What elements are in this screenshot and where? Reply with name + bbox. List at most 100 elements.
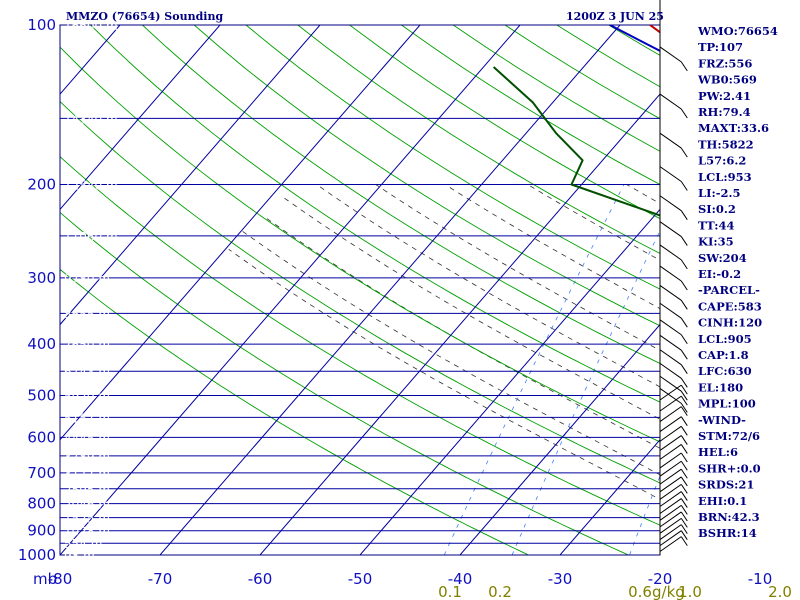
sounding-index: BRN:42.3 <box>698 510 760 524</box>
wind-barb <box>659 384 682 401</box>
wind-barb-flag <box>680 280 688 291</box>
height-label: 3177 m <box>64 467 110 481</box>
sounding-index: WMO:76654 <box>697 24 778 38</box>
wind-barb <box>659 476 682 493</box>
wind-barb <box>659 195 682 212</box>
height-label: 2046 m <box>64 498 110 512</box>
height-label: 14340 m <box>64 112 118 126</box>
wind-barb-flag <box>680 491 688 501</box>
wind-barb-flag <box>680 484 688 494</box>
wind-barb <box>659 395 682 412</box>
wind-barb <box>659 452 682 469</box>
wind-barb-flag <box>680 511 688 522</box>
isobars <box>59 24 661 556</box>
isotherm-line <box>559 439 660 555</box>
wind-barb <box>659 46 682 63</box>
pressure-tick-label: 400 <box>27 335 56 353</box>
mixing-ratio-lines <box>443 184 660 555</box>
wind-barb <box>659 435 682 451</box>
sounding-index: LCL:905 <box>698 332 752 346</box>
wind-barb-flag <box>680 259 688 270</box>
wind-barb-flag <box>680 444 688 454</box>
moist-adiabat-line <box>264 216 660 449</box>
wind-barb-flag <box>680 395 688 406</box>
sounding-index: CAP:1.8 <box>698 348 749 362</box>
isotherm-line <box>459 323 660 555</box>
wind-barb-flag <box>680 536 688 546</box>
sounding-index: STM:72/6 <box>698 429 760 443</box>
pressure-tick-label: 600 <box>27 428 56 446</box>
sounding-index: LFC:630 <box>698 364 752 378</box>
pressure-unit-label: mb <box>33 570 57 588</box>
wind-barb <box>659 349 682 366</box>
isotherm-line <box>259 93 660 555</box>
wind-barb-flag <box>680 364 688 374</box>
wind-barb <box>659 406 682 422</box>
sounding-index: MPL:100 <box>698 397 756 411</box>
temperature-tick-label: -20 <box>648 570 673 588</box>
height-label: 16600 m <box>64 19 118 33</box>
sounding-index: EL:180 <box>698 380 743 394</box>
isotherm-line <box>159 25 621 555</box>
wind-barb <box>659 362 682 379</box>
wind-barb <box>659 221 682 237</box>
wind-barb-flag <box>680 435 688 445</box>
pressure-tick-label: 300 <box>27 269 56 287</box>
height-label: 1028 m <box>64 525 110 539</box>
wind-barb <box>659 425 682 442</box>
chart-time: 1200Z 3 JUN 25 <box>566 10 664 23</box>
height-label: 1525 m <box>64 512 110 526</box>
sounding-index: SW:204 <box>698 251 747 265</box>
pressure-tick-label: 900 <box>27 522 56 540</box>
pressure-tick-label: 200 <box>27 176 56 194</box>
height-label: 554 m <box>64 537 102 551</box>
wind-barb-flag <box>680 416 688 426</box>
sounding-index: RH:79.4 <box>698 105 751 119</box>
wind-barb <box>659 491 682 507</box>
wind-barb <box>659 517 682 534</box>
wind-barb <box>659 285 682 301</box>
wind-barb <box>659 93 682 110</box>
wind-barb-flag <box>680 406 688 416</box>
wind-barbs <box>659 0 688 555</box>
wind-barb-flag <box>680 349 688 360</box>
temperature-tick-label: -30 <box>548 570 573 588</box>
height-label: 9780 m <box>64 272 110 286</box>
sounding-index: EI:-0.2 <box>698 267 741 281</box>
wind-barb-flag <box>680 390 688 401</box>
sounding-index: PW:2.41 <box>698 89 751 103</box>
wind-barb-flag <box>680 468 688 479</box>
wind-barb <box>659 498 682 514</box>
wind-barb <box>659 265 682 282</box>
wind-barb-flag <box>680 476 688 487</box>
pressure-tick-label: 800 <box>27 495 56 513</box>
sounding-index: LI:-2.5 <box>698 186 741 200</box>
moist-adiabat-line <box>242 230 660 476</box>
mixing-ratio-label: 0.1 <box>438 583 462 600</box>
wind-barb <box>659 524 682 540</box>
wind-barb-flag <box>680 300 688 310</box>
sounding-index: KI:35 <box>698 235 734 249</box>
height-label: 3789 m <box>64 450 110 464</box>
mixing-ratio-label: 1.0 <box>678 583 702 600</box>
sounding-index: TH:5822 <box>698 137 754 151</box>
pressure-tick-label: 100 <box>27 16 56 34</box>
wind-barb-flag <box>680 108 688 119</box>
chart-title: MMZO (76654) Sounding <box>66 10 223 23</box>
sounding-index: TT:44 <box>698 218 735 232</box>
wind-barb <box>659 460 682 477</box>
height-label: 2595 m <box>64 483 110 497</box>
wind-barb-flag <box>680 403 688 413</box>
wind-barb-flag <box>680 524 688 534</box>
moist-adiabat-line <box>280 195 660 420</box>
wind-barb <box>659 468 682 485</box>
wind-barb <box>659 504 682 521</box>
sounding-index: HEL:6 <box>698 445 738 459</box>
sounding-index: SI:0.2 <box>698 202 736 216</box>
wind-barb-flag <box>680 147 688 158</box>
temperature-tick-label: -50 <box>348 570 373 588</box>
temperature-tick-label: -80 <box>48 570 73 588</box>
wind-barb <box>659 483 682 500</box>
wind-barb-flag <box>680 505 688 515</box>
